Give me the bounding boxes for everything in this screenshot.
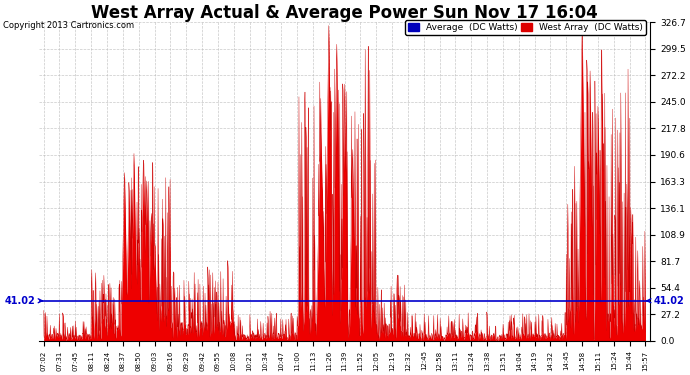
Legend: Average  (DC Watts), West Array  (DC Watts): Average (DC Watts), West Array (DC Watts… [405,21,646,35]
Title: West Array Actual & Average Power Sun Nov 17 16:04: West Array Actual & Average Power Sun No… [91,4,598,22]
Text: 41.02: 41.02 [5,296,42,306]
Text: 41.02: 41.02 [647,296,684,306]
Text: Copyright 2013 Cartronics.com: Copyright 2013 Cartronics.com [3,21,135,30]
